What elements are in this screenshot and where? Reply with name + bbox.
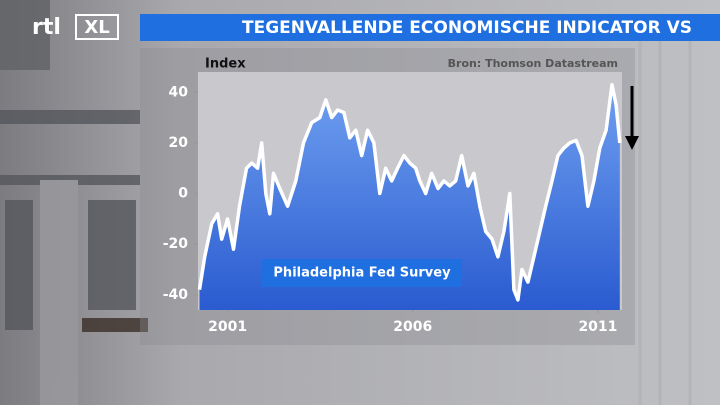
x-tick-label: 2001 [208, 319, 247, 335]
legend-label: Philadelphia Fed Survey [273, 266, 451, 281]
building [0, 0, 148, 405]
x-tick-label: 2011 [578, 319, 617, 335]
y-tick-label: -40 [163, 287, 189, 303]
y-tick-label: 20 [169, 135, 189, 151]
line [197, 82, 622, 302]
right-stripes [638, 40, 692, 405]
source: Bron: Thomson Datastream [448, 57, 618, 70]
logo-box [75, 14, 119, 40]
arrow [625, 86, 639, 150]
y-tick-label: -20 [163, 236, 189, 252]
chart-title: TEGENVALLENDE ECONOMISCHE INDICATOR VS [242, 18, 692, 38]
y-tick-label: 40 [169, 84, 189, 100]
x-tick-label: 2006 [393, 319, 432, 335]
logo-rtl: rtl [32, 15, 61, 40]
y-tick-label: 0 [178, 186, 188, 202]
legend-box [262, 259, 462, 287]
logo-xl: XL [84, 17, 109, 38]
title-bar [140, 14, 720, 41]
y-axis-label: Index [205, 57, 246, 72]
